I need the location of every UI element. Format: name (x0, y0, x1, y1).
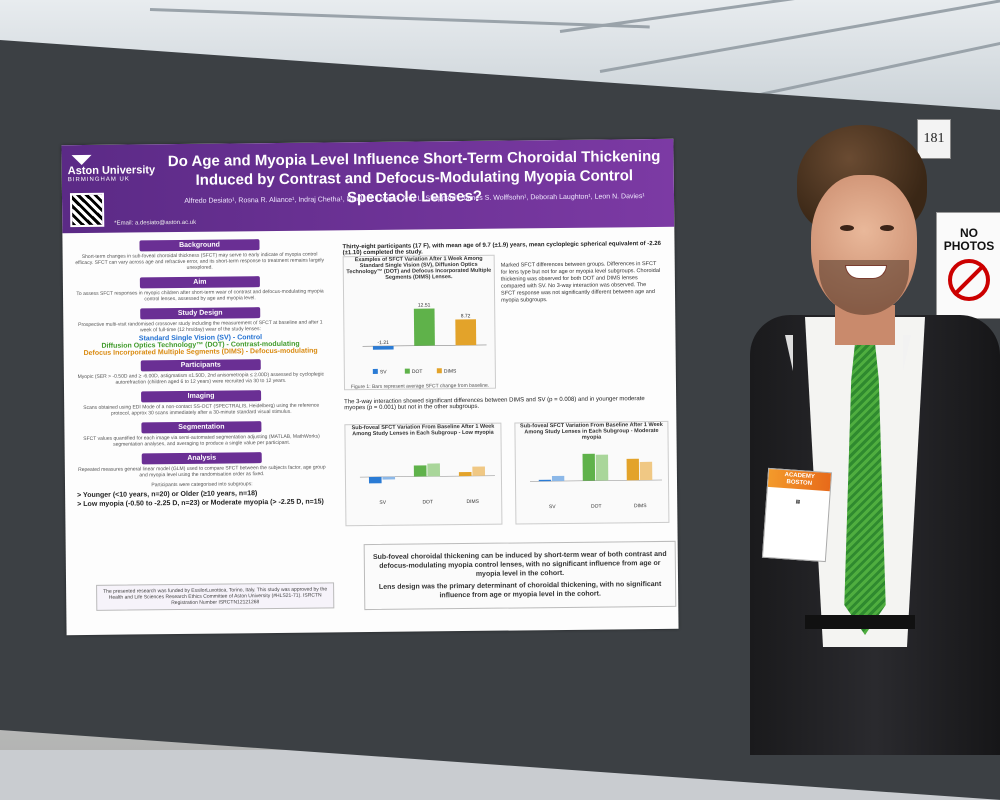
name-badge: ACADEMY BOSTON ▦ (761, 467, 833, 563)
ceiling-truss (559, 0, 1000, 33)
chart-data-label: -1.21 (377, 340, 389, 346)
analysis-myopia: > Low myopia (-0.50 to -2.25 D, n=23) or… (77, 498, 324, 509)
chart-overall: Examples of SFCT Variation After 1 Week … (342, 254, 497, 391)
chart-tick-label: SV (379, 500, 386, 506)
chart-data-label: 8.72 (461, 313, 471, 319)
qr-code-icon (69, 192, 105, 228)
ceiling-truss (599, 0, 1000, 73)
chart-data-label: 12.51 (418, 303, 431, 309)
chart-bar (626, 458, 640, 481)
chart-moderate-myopia: Sub-foveal SFCT Variation From Baseline … (514, 420, 670, 525)
lens-dims-label: Defocus Incorporated Multiple Segments (… (83, 347, 318, 357)
chart-low-myopia: Sub-foveal SFCT Variation From Baseline … (344, 422, 503, 527)
poster-left-column: Background Short-term changes in sub-fov… (68, 238, 334, 581)
badge-band: ACADEMY BOSTON (767, 468, 831, 492)
section-participants: Participants Myopic (SER > -0.50D and ≥ … (70, 358, 332, 388)
conclusion-1: Sub-foveal choroidal thickening can be i… (372, 550, 667, 578)
section-analysis: Analysis Repeated measures general linea… (71, 451, 334, 509)
results-summary: Thirty-eight participants (17 F), with m… (342, 240, 661, 257)
chart-tick-label: SV (549, 504, 556, 510)
poster-right-column: Thirty-eight participants (17 F), with m… (340, 231, 677, 614)
chart1-caption: Examples of SFCT Variation After 1 Week … (346, 255, 492, 281)
no-camera-icon (948, 259, 990, 301)
section-background: Background Short-term changes in sub-fov… (68, 238, 330, 274)
presenter-eye (840, 225, 854, 231)
legend-swatch (404, 368, 410, 374)
legend-label: SV (380, 369, 387, 375)
legend-label: DIMS (444, 369, 457, 375)
chart2-svg: SV DOT DIMS (359, 463, 495, 506)
section-text: SFCT values quantified for each image vi… (83, 433, 320, 448)
chart3-title: Sub-foveal SFCT Variation From Baseline … (520, 421, 663, 441)
results-text: Marked SFCT differences between groups. … (500, 260, 661, 304)
section-imaging: Imaging Scans obtained using EDI Mode of… (70, 389, 332, 419)
chart-tick-label: DOT (422, 499, 433, 505)
chart-tick-label: DIMS (634, 503, 647, 509)
chart3-svg: SV DOT DIMS (529, 453, 662, 510)
legend-swatch (372, 368, 378, 374)
chart1-svg: -1.21 12.51 8.72 SV DOT DIMS (362, 303, 487, 375)
presenter-belt (805, 615, 915, 629)
poster-header: Aston University BIRMINGHAM UK Do Age an… (61, 138, 675, 234)
presenter: ACADEMY BOSTON ▦ (745, 125, 1000, 755)
presenter-tie (844, 335, 886, 635)
section-design: Study Design Prospective multi-visit ran… (69, 306, 331, 357)
chart-bar (538, 479, 552, 482)
chart-bar (455, 319, 477, 346)
poster-funding: The presented research was funded by Ess… (96, 582, 335, 611)
presenter-eye (880, 225, 894, 231)
chart-tick-label: DIMS (466, 499, 479, 505)
conclusion-box: Sub-foveal choroidal thickening can be i… (363, 540, 677, 611)
legend-swatch (436, 368, 442, 374)
chart-bar (413, 308, 435, 346)
chart-bar (458, 472, 472, 477)
chart1-note: Figure 1: Bars represent average SFCT ch… (350, 382, 490, 391)
chart-bar (368, 476, 382, 484)
ceiling-truss (149, 8, 650, 29)
chart-bar (413, 465, 427, 477)
logo-name: Aston University (67, 164, 156, 178)
chart-bar (472, 466, 486, 476)
poster-email: *Email: a.desiato@aston.ac.uk (114, 219, 197, 227)
chart-bar (427, 463, 441, 477)
section-segmentation: Segmentation SFCT values quantified for … (70, 420, 332, 450)
university-logo: Aston University BIRMINGHAM UK (68, 154, 156, 183)
conclusion-2: Lens design was the primary determinant … (378, 580, 662, 600)
logo-sub: BIRMINGHAM UK (67, 176, 130, 184)
section-aim: Aim To assess SFCT responses in myopic c… (69, 275, 331, 305)
legend-label: DOT (412, 369, 423, 375)
no-photos-sign: NO PHOTOS (936, 212, 1000, 319)
chart-bar (639, 461, 653, 481)
chart-bar (382, 476, 396, 480)
section-text: Myopic (SER > -0.50D and ≥ -6.00D, astig… (77, 371, 325, 386)
chart-bar (551, 475, 565, 482)
section-text: Scans obtained using EDI Mode of a non-c… (83, 402, 320, 417)
scientific-poster: Aston University BIRMINGHAM UK Do Age an… (61, 138, 679, 636)
chart-bar (595, 454, 609, 481)
badge-qr-icon: ▦ (795, 498, 801, 506)
chart-tick-label: DOT (591, 504, 602, 510)
section-text: To assess SFCT responses in myopic child… (76, 288, 324, 303)
no-photos-text: NO PHOTOS (943, 226, 995, 253)
section-text: Short-term changes in sub-foveal choroid… (75, 251, 325, 271)
booth-number: 181 (917, 119, 951, 159)
logo-triangle-icon (71, 154, 92, 166)
chart-bar (582, 453, 596, 481)
results-interaction: The 3-way interaction showed significant… (344, 396, 645, 412)
chart-bar (372, 345, 394, 350)
